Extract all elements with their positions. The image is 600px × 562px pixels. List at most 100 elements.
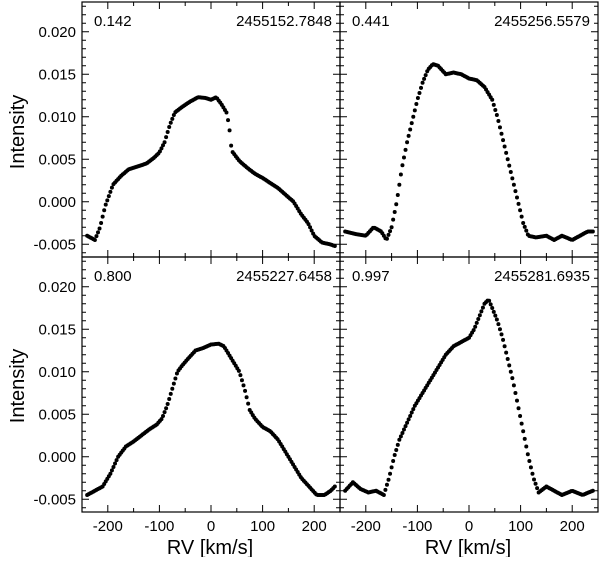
data-point — [412, 108, 417, 113]
data-point — [408, 127, 413, 132]
data-point — [493, 107, 498, 112]
data-point — [522, 224, 527, 229]
panel-phase-label: 0.142 — [94, 13, 132, 30]
y-tick-label: 0.005 — [38, 151, 76, 168]
data-point — [494, 113, 499, 118]
data-point — [239, 378, 244, 383]
data-point — [161, 143, 166, 148]
data-point — [111, 464, 116, 469]
data-point — [162, 410, 167, 415]
data-point — [157, 149, 162, 154]
data-point — [170, 116, 175, 121]
panels-group: -0.005 0.000 0.005 0.010 0.015 0.020 0.142 2455… — [33, 1, 599, 535]
y-tick-label: 0.020 — [38, 279, 76, 296]
data-point — [488, 302, 493, 307]
data-point — [525, 452, 530, 457]
data-point — [384, 236, 389, 241]
data-point — [494, 317, 499, 322]
data-point — [308, 225, 313, 230]
data-point — [504, 350, 509, 355]
data-point — [411, 407, 416, 412]
panel-date-label: 2455256.5579 — [494, 13, 590, 30]
data-point — [99, 221, 104, 225]
x-tick-label: 200 — [302, 518, 327, 535]
data-point — [386, 477, 391, 482]
y-tick-label: -0.005 — [33, 491, 76, 508]
data-point — [244, 395, 249, 400]
data-point — [507, 363, 512, 368]
data-point — [501, 337, 506, 342]
data-point — [405, 420, 410, 425]
data-point — [238, 373, 243, 378]
data-point — [395, 192, 400, 197]
data-point — [499, 131, 504, 136]
data-point — [171, 113, 176, 118]
data-point — [516, 201, 521, 206]
data-point — [535, 486, 540, 491]
data-point — [521, 221, 526, 225]
data-point — [496, 322, 501, 327]
x-tick-label: 0 — [207, 518, 215, 535]
y-axis-title-top: Intensity — [7, 95, 29, 169]
data-point — [171, 381, 176, 386]
data-point — [590, 229, 595, 234]
data-point — [508, 369, 513, 374]
data-point — [473, 324, 478, 329]
y-tick-label: 0.005 — [38, 406, 76, 423]
data-point — [400, 163, 405, 168]
data-point — [109, 185, 114, 190]
data-point — [243, 388, 248, 393]
panel-3: -0.005 0.000 0.005 0.010 0.015 0.020 -200 -100 0… — [33, 256, 341, 535]
data-point — [423, 73, 428, 78]
data-point — [408, 413, 413, 418]
x-tick-label: 100 — [508, 518, 533, 535]
data-point — [381, 493, 386, 497]
data-point — [490, 97, 495, 102]
data-point — [394, 447, 399, 452]
data-point — [388, 229, 393, 234]
data-point — [94, 234, 99, 239]
data-point — [499, 332, 504, 337]
data-point — [159, 417, 164, 422]
data-point — [524, 228, 529, 233]
panel-phase-label: 0.997 — [352, 268, 390, 285]
data-point — [420, 80, 425, 85]
x-tick-label: 200 — [560, 518, 585, 535]
data-point — [491, 102, 496, 107]
data-point — [414, 102, 419, 106]
data-point — [513, 391, 518, 395]
panel-frame — [339, 256, 599, 513]
data-point — [105, 198, 110, 203]
data-point — [480, 305, 485, 310]
y-tick-label: 0.000 — [38, 194, 76, 211]
data-point — [108, 471, 113, 476]
panel-phase-label: 0.441 — [352, 13, 390, 30]
data-point — [241, 383, 246, 388]
x-tick-label: 0 — [465, 518, 473, 535]
y-tick-label: 0.000 — [38, 449, 76, 466]
data-point — [533, 481, 538, 486]
x-tick-label: -200 — [351, 518, 381, 535]
data-point — [527, 459, 532, 463]
data-point — [400, 430, 405, 435]
data-point — [165, 130, 170, 135]
data-point — [227, 128, 232, 133]
data-point — [507, 163, 512, 168]
data-point — [246, 401, 251, 406]
data-point — [165, 402, 170, 407]
data-point — [504, 150, 509, 155]
data-point — [518, 413, 523, 418]
data-point — [409, 121, 414, 126]
data-point — [161, 413, 166, 418]
data-point — [392, 209, 397, 214]
data-point — [532, 477, 537, 482]
data-point — [403, 147, 408, 152]
x-tick-label: -100 — [402, 518, 432, 535]
data-point — [502, 344, 507, 349]
data-point — [419, 85, 424, 90]
data-point — [417, 90, 422, 95]
data-point — [170, 386, 175, 391]
data-point — [505, 157, 510, 162]
panel-date-label: 2455281.6935 — [494, 268, 590, 285]
data-point — [167, 124, 172, 129]
